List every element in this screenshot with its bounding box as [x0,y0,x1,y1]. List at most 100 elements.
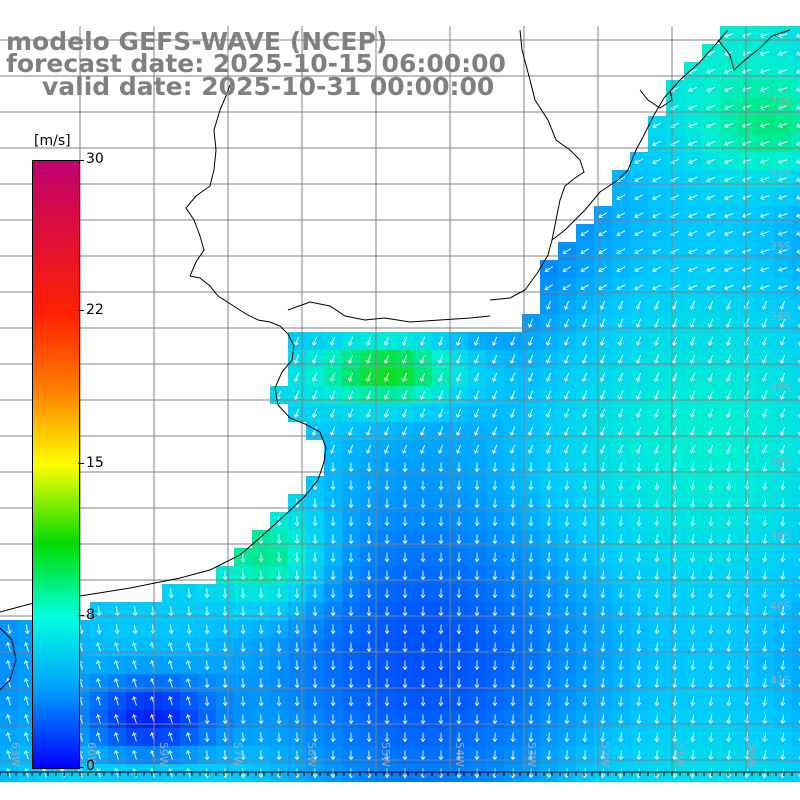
wind-arrow [724,86,734,92]
wind-arrow [760,195,770,200]
wind-arrow [348,732,354,743]
wind-cell [792,458,800,476]
wind-arrow [222,624,228,635]
wind-arrow [312,732,318,743]
wind-arrow [762,732,768,743]
wind-arrow [510,480,516,491]
wind-arrow [492,696,498,707]
wind-arrow [366,354,372,364]
wind-cell [792,314,800,332]
wind-arrow [276,732,282,743]
wind-arrow [616,230,626,237]
wind-arrow [726,480,732,491]
wind-arrow [564,390,570,400]
wind-arrow [294,588,300,599]
wind-arrow [366,696,372,707]
wind-arrow [492,408,498,418]
wind-arrow [420,480,426,491]
wind-arrow [474,552,480,563]
wind-arrow [456,336,462,346]
wind-arrow [762,768,768,779]
wind-arrow [600,444,606,454]
wind-arrow [420,660,426,671]
wind-arrow [456,552,462,563]
wind-arrow [690,372,696,382]
wind-arrow [366,588,372,599]
wind-arrow [564,426,570,436]
wind-arrow [366,660,372,671]
wind-arrow [204,768,210,779]
wind-arrow [402,516,408,527]
wind-arrow [616,284,626,291]
wind-arrow [760,285,770,290]
wind-arrow [564,588,570,599]
wind-arrow [618,552,624,563]
wind-arrow [294,516,300,527]
wind-arrow [598,230,608,237]
wind-cell [792,152,800,170]
wind-arrow [348,696,354,707]
wind-arrow [708,696,714,707]
wind-arrow [348,426,354,436]
wind-arrow [780,714,786,725]
wind-cell [792,350,800,368]
wind-arrow [600,354,606,364]
wind-arrow [420,408,426,418]
wind-arrow [492,354,498,364]
wind-arrow [795,69,800,74]
wind-arrow [474,588,480,599]
wind-arrow [294,372,300,382]
wind-arrow [634,248,644,255]
wind-arrow [564,624,570,635]
wind-arrow [652,122,662,129]
wind-arrow [564,696,570,707]
wind-arrow [582,732,588,743]
wind-arrow [456,660,462,671]
wind-arrow [96,713,101,724]
wind-arrow [564,444,570,454]
wind-arrow [546,732,552,743]
wind-arrow [690,426,696,436]
wind-arrow [672,768,678,779]
wind-arrow [384,732,390,743]
wind-arrow [726,768,732,779]
wind-arrow [762,696,768,707]
wind-arrow [600,696,606,707]
wind-arrow [420,372,426,382]
wind-arrow [708,300,714,310]
wind-arrow [510,372,516,382]
wind-arrow [330,444,336,454]
wind-arrow [780,408,786,418]
wind-arrow [240,732,246,743]
wind-arrow [474,408,480,418]
wind-arrow [762,444,768,454]
wind-arrow [456,408,462,418]
wind-arrow [114,659,119,670]
wind-arrow [510,336,516,346]
wind-arrow [706,104,716,110]
wind-arrow [258,588,264,599]
latitude-label: 35S [770,240,791,253]
wind-arrow [777,213,788,218]
latitude-label: 37S [770,382,791,395]
forecast-date: forecast date: 2025-10-15 06:00:00 [6,49,506,78]
wind-arrow [582,390,588,400]
wind-arrow [795,231,800,236]
wind-arrow [258,624,264,635]
wind-arrow [528,408,534,418]
wind-arrow [780,696,786,707]
wind-arrow [600,588,606,599]
wind-arrow [706,230,716,236]
wind-cell [792,386,800,404]
wind-arrow [384,516,390,527]
wind-arrow [582,588,588,599]
wind-arrow [510,390,516,400]
wind-arrow [438,444,444,454]
wind-arrow [616,194,626,201]
wind-cell [792,620,800,638]
wind-arrow [6,767,11,778]
wind-arrow [528,318,534,328]
wind-arrow [312,390,318,400]
wind-arrow [330,696,336,707]
wind-arrow [402,390,408,400]
